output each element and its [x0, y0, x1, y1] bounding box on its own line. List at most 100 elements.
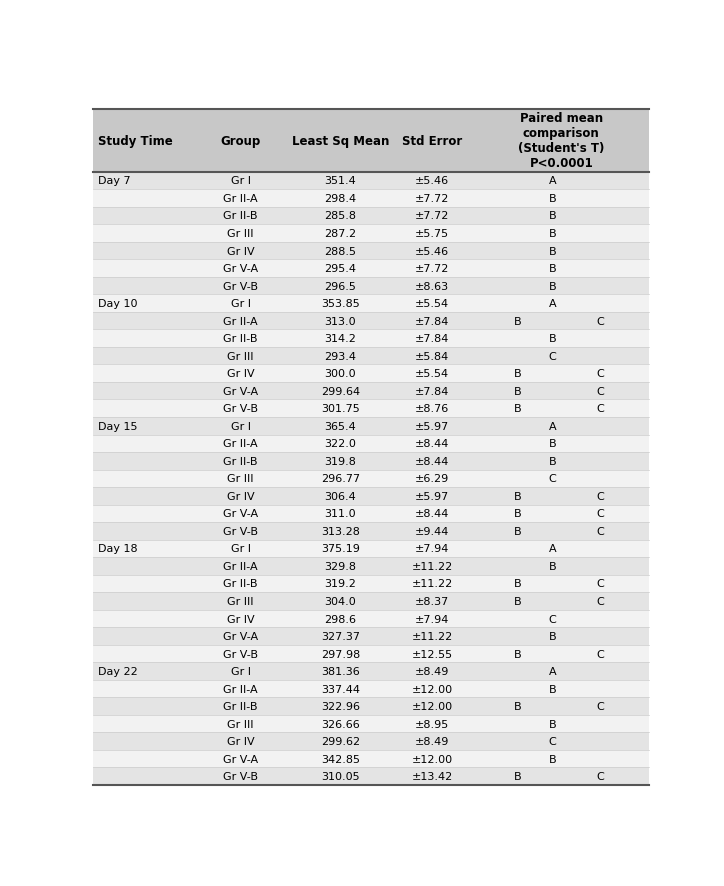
- Text: Gr I: Gr I: [230, 666, 251, 676]
- Bar: [93, 400, 649, 417]
- Text: 298.6: 298.6: [324, 614, 356, 624]
- Text: Gr III: Gr III: [227, 229, 253, 238]
- Bar: [93, 313, 649, 330]
- Text: ±8.76: ±8.76: [415, 404, 450, 414]
- Text: 310.05: 310.05: [321, 772, 360, 781]
- Text: B: B: [514, 509, 521, 519]
- Text: ±8.44: ±8.44: [415, 456, 450, 466]
- Text: C: C: [596, 316, 604, 326]
- Text: B: B: [549, 334, 556, 344]
- Text: B: B: [549, 229, 556, 238]
- Bar: [93, 347, 649, 365]
- Text: ±11.22: ±11.22: [411, 632, 452, 641]
- Bar: [93, 470, 649, 487]
- Text: Gr V-B: Gr V-B: [223, 404, 258, 414]
- Text: ±7.94: ±7.94: [415, 614, 450, 624]
- Text: ±8.63: ±8.63: [415, 281, 449, 291]
- Text: Gr V-B: Gr V-B: [223, 281, 258, 291]
- Text: 319.8: 319.8: [324, 456, 356, 466]
- Text: 313.28: 313.28: [321, 526, 360, 536]
- Text: Gr III: Gr III: [227, 474, 253, 484]
- Text: B: B: [549, 439, 556, 449]
- Text: 297.98: 297.98: [321, 649, 360, 659]
- Text: B: B: [549, 719, 556, 729]
- Bar: [93, 110, 649, 173]
- Text: ±5.46: ±5.46: [415, 176, 449, 186]
- Text: B: B: [549, 194, 556, 204]
- Text: Day 18: Day 18: [98, 544, 138, 554]
- Text: Least Sq Mean: Least Sq Mean: [292, 135, 390, 148]
- Text: Gr V-A: Gr V-A: [223, 632, 258, 641]
- Text: 287.2: 287.2: [324, 229, 356, 238]
- Text: C: C: [596, 649, 604, 659]
- Bar: [93, 610, 649, 627]
- Bar: [93, 417, 649, 435]
- Text: B: B: [514, 316, 521, 326]
- Text: Gr IV: Gr IV: [227, 246, 254, 256]
- Text: 293.4: 293.4: [324, 351, 356, 361]
- Text: C: C: [596, 404, 604, 414]
- Text: Day 22: Day 22: [98, 666, 138, 676]
- Text: Gr IV: Gr IV: [227, 736, 254, 746]
- Text: B: B: [514, 369, 521, 379]
- Text: Gr V-B: Gr V-B: [223, 526, 258, 536]
- Text: 300.0: 300.0: [324, 369, 356, 379]
- Text: B: B: [549, 246, 556, 256]
- Text: Study Time: Study Time: [98, 135, 172, 148]
- Bar: [93, 523, 649, 540]
- Text: Gr II-A: Gr II-A: [223, 684, 258, 694]
- Text: Gr I: Gr I: [230, 176, 251, 186]
- Text: 304.0: 304.0: [324, 596, 356, 606]
- Text: ±9.44: ±9.44: [415, 526, 450, 536]
- Text: 285.8: 285.8: [324, 211, 356, 222]
- Text: Gr III: Gr III: [227, 351, 253, 361]
- Text: ±13.42: ±13.42: [411, 772, 452, 781]
- Text: Gr II-A: Gr II-A: [223, 562, 258, 571]
- Text: A: A: [549, 176, 556, 186]
- Text: Gr III: Gr III: [227, 596, 253, 606]
- Text: 306.4: 306.4: [324, 492, 356, 501]
- Text: 337.44: 337.44: [321, 684, 360, 694]
- Text: ±5.97: ±5.97: [415, 492, 450, 501]
- Text: Group: Group: [220, 135, 261, 148]
- Text: Gr II-B: Gr II-B: [223, 456, 258, 466]
- Text: C: C: [596, 579, 604, 589]
- Text: Gr II-B: Gr II-B: [223, 211, 258, 222]
- Text: B: B: [514, 702, 521, 711]
- Text: Gr V-A: Gr V-A: [223, 754, 258, 764]
- Bar: [93, 277, 649, 295]
- Text: 298.4: 298.4: [324, 194, 356, 204]
- Bar: [93, 557, 649, 575]
- Bar: [93, 767, 649, 785]
- Text: B: B: [549, 754, 556, 764]
- Text: Gr I: Gr I: [230, 544, 251, 554]
- Text: A: A: [549, 544, 556, 554]
- Bar: [93, 715, 649, 733]
- Text: B: B: [514, 492, 521, 501]
- Bar: [93, 540, 649, 557]
- Bar: [93, 330, 649, 347]
- Text: Day 10: Day 10: [98, 299, 138, 308]
- Text: A: A: [549, 666, 556, 676]
- Text: ±8.95: ±8.95: [415, 719, 450, 729]
- Bar: [93, 173, 649, 190]
- Text: B: B: [549, 211, 556, 222]
- Text: Day 15: Day 15: [98, 422, 138, 431]
- Bar: [93, 645, 649, 663]
- Text: C: C: [596, 492, 604, 501]
- Text: C: C: [596, 702, 604, 711]
- Text: Gr II-B: Gr II-B: [223, 702, 258, 711]
- Text: ±8.44: ±8.44: [415, 439, 450, 449]
- Text: 329.8: 329.8: [324, 562, 356, 571]
- Text: ±5.54: ±5.54: [415, 299, 449, 308]
- Text: ±12.00: ±12.00: [411, 754, 452, 764]
- Text: ±7.94: ±7.94: [415, 544, 450, 554]
- Text: C: C: [596, 386, 604, 396]
- Text: B: B: [514, 596, 521, 606]
- Text: 288.5: 288.5: [324, 246, 356, 256]
- Text: B: B: [549, 456, 556, 466]
- Text: B: B: [549, 281, 556, 291]
- Text: ±7.84: ±7.84: [415, 334, 450, 344]
- Text: Gr II-A: Gr II-A: [223, 194, 258, 204]
- Text: 299.64: 299.64: [321, 386, 360, 396]
